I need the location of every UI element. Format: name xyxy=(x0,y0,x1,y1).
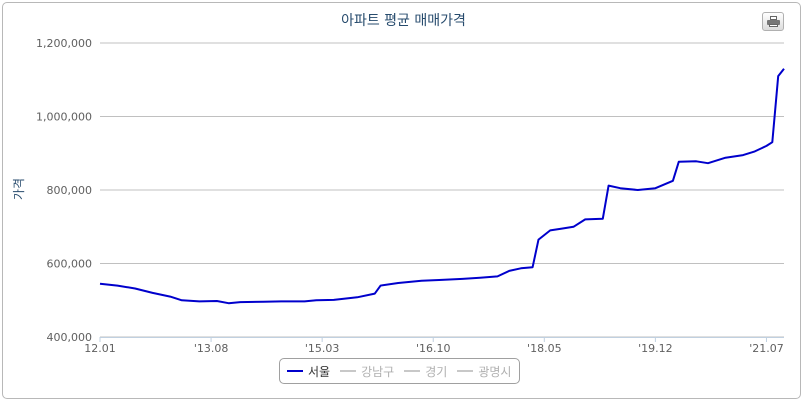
x-tick-label: '13.08 xyxy=(194,342,229,355)
legend-label: 강남구 xyxy=(361,364,395,379)
x-tick-labels: 12.01 '13.08 '15.03 '16.10 '18.05 '19.12 '21.0… xyxy=(84,342,783,355)
legend-label: 서울 xyxy=(308,364,331,379)
axes xyxy=(99,337,784,342)
x-tick-label: '15.03 xyxy=(305,342,340,355)
x-tick-label: '19.12 xyxy=(638,342,673,355)
y-axis-label: 가격 xyxy=(12,178,26,200)
y-tick-label: 400,000 xyxy=(47,331,93,344)
legend-swatch xyxy=(340,370,357,372)
y-tick-label: 1,000,000 xyxy=(36,111,92,124)
y-tick-label: 600,000 xyxy=(47,258,93,271)
chart-frame xyxy=(2,2,801,399)
chart-title: 아파트 평균 매매가격 xyxy=(341,13,466,29)
y-tick-label: 800,000 xyxy=(47,184,93,197)
legend-swatch xyxy=(457,370,474,372)
series xyxy=(99,68,785,305)
legend-item-2[interactable]: 경기 xyxy=(404,363,447,380)
legend-label: 광명시 xyxy=(478,364,512,379)
x-tick-label: '18.05 xyxy=(527,342,562,355)
legend-item-3[interactable]: 광명시 xyxy=(457,363,511,380)
y-tick-labels: 400,000 600,000 800,000 1,000,000 1,200,000 xyxy=(36,37,92,344)
legend-item-0[interactable]: 서울 xyxy=(287,363,330,380)
print-button[interactable] xyxy=(762,12,784,31)
y-tick-label: 1,200,000 xyxy=(36,37,92,50)
gridlines xyxy=(100,42,784,338)
legend-swatch xyxy=(404,370,421,372)
legend: 서울 강남구 경기 광명시 xyxy=(279,358,520,384)
x-tick-label: '21.07 xyxy=(749,342,784,355)
legend-item-1[interactable]: 강남구 xyxy=(340,363,394,380)
legend-swatch xyxy=(287,370,303,372)
x-tick-label: '16.10 xyxy=(416,342,451,355)
printer-icon xyxy=(767,16,780,27)
series-line-서울 xyxy=(99,68,785,305)
legend-label: 경기 xyxy=(425,364,448,379)
x-tick-label: 12.01 xyxy=(84,342,116,355)
